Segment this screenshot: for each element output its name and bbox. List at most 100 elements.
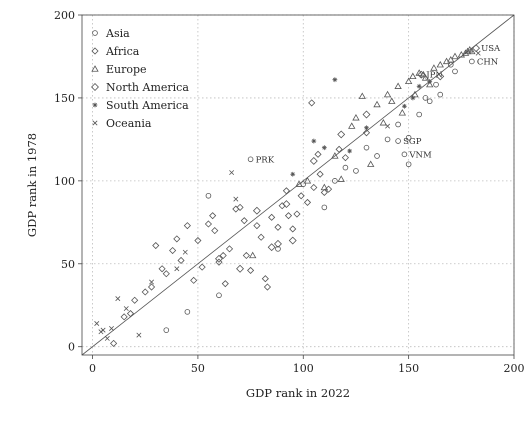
data-point: [416, 111, 422, 118]
data-point: [332, 178, 338, 184]
x-tick-label: 200: [504, 362, 525, 375]
series-north-america: [215, 44, 481, 273]
data-point: [219, 251, 227, 260]
data-point: [362, 129, 371, 137]
data-point: [136, 332, 142, 338]
data-point: [183, 222, 191, 230]
data-point: [331, 152, 339, 159]
legend-label: South America: [106, 99, 189, 112]
data-point: [321, 204, 328, 211]
data-point: [451, 52, 459, 60]
data-point: [115, 296, 121, 302]
data-point: [303, 198, 312, 206]
data-point: [421, 74, 430, 81]
data-point: [385, 123, 391, 129]
x-tick-label: 50: [191, 362, 205, 375]
data-point: [308, 99, 316, 107]
series-africa: [110, 99, 371, 347]
data-point: [169, 246, 177, 255]
data-point: [221, 280, 229, 288]
data-point: [205, 192, 212, 199]
data-point: [295, 180, 303, 187]
x-tick-label: 150: [398, 362, 419, 375]
data-point: [314, 150, 322, 158]
data-point: [309, 156, 318, 165]
data-point: [252, 206, 261, 215]
point-annotation-usa: USA: [481, 44, 501, 54]
data-point: [475, 50, 481, 56]
data-point: [293, 210, 301, 218]
data-point: [261, 275, 269, 283]
data-point: [263, 283, 272, 291]
data-point: [394, 82, 402, 89]
y-tick-label: 100: [54, 175, 75, 188]
data-point: [177, 256, 185, 265]
data-point: [184, 309, 191, 315]
data-point: [215, 254, 223, 263]
legend-label: Africa: [105, 45, 140, 58]
data-point: [353, 168, 359, 174]
data-point: [395, 138, 401, 144]
x-tick-label: 100: [293, 362, 314, 375]
data-point: [347, 148, 353, 154]
legend-label: Asia: [105, 27, 130, 40]
data-point: [404, 77, 413, 84]
legend-marker-oceania: [92, 120, 98, 126]
data-point: [163, 327, 170, 333]
data-point: [236, 203, 244, 211]
data-point: [268, 213, 276, 221]
data-point: [109, 325, 114, 331]
diagonal-reference-line: [81, 14, 515, 356]
point-annotation-sgp: SGP: [403, 137, 422, 147]
data-point: [409, 72, 417, 80]
x-axis-title: GDP rank in 2022: [246, 386, 350, 400]
data-point: [358, 92, 366, 99]
data-point: [162, 270, 170, 278]
data-point: [274, 223, 282, 231]
data-point: [472, 44, 481, 53]
data-point: [411, 90, 419, 98]
data-point: [320, 183, 329, 191]
data-point: [384, 136, 391, 143]
data-point: [141, 288, 149, 296]
data-point: [152, 241, 160, 250]
data-point: [417, 70, 426, 79]
data-point: [240, 217, 248, 225]
data-point: [337, 175, 345, 182]
data-point: [320, 188, 328, 197]
data-point: [282, 187, 290, 195]
data-point: [419, 70, 428, 78]
data-point: [352, 114, 360, 121]
y-tick-label: 0: [68, 341, 75, 354]
y-tick-label: 150: [54, 92, 75, 105]
data-point: [363, 144, 370, 151]
data-point: [416, 83, 422, 89]
data-point: [120, 313, 128, 321]
data-point: [282, 200, 291, 209]
data-point: [147, 283, 156, 291]
data-point: [379, 118, 388, 126]
data-point: [401, 151, 408, 158]
data-point: [182, 249, 188, 255]
data-point: [316, 170, 324, 178]
legend-label: Europe: [106, 63, 147, 76]
data-point: [373, 100, 381, 108]
series-europe: [249, 46, 476, 259]
legend-marker-north-america: [91, 83, 99, 91]
data-point: [131, 296, 139, 304]
point-annotation-chn: CHN: [477, 57, 499, 67]
data-point: [284, 212, 293, 220]
data-point: [437, 91, 444, 98]
data-point: [158, 265, 166, 273]
legend-label: Oceania: [106, 117, 152, 130]
y-axis-ticks: 0 50 100 150 200: [54, 9, 82, 354]
data-point: [110, 339, 118, 347]
data-point: [405, 161, 412, 168]
data-point: [236, 264, 245, 273]
data-point: [233, 196, 239, 202]
series-asia: [163, 58, 475, 333]
data-point: [249, 251, 257, 259]
legend-marker-asia: [92, 30, 98, 36]
data-point: [289, 225, 297, 233]
